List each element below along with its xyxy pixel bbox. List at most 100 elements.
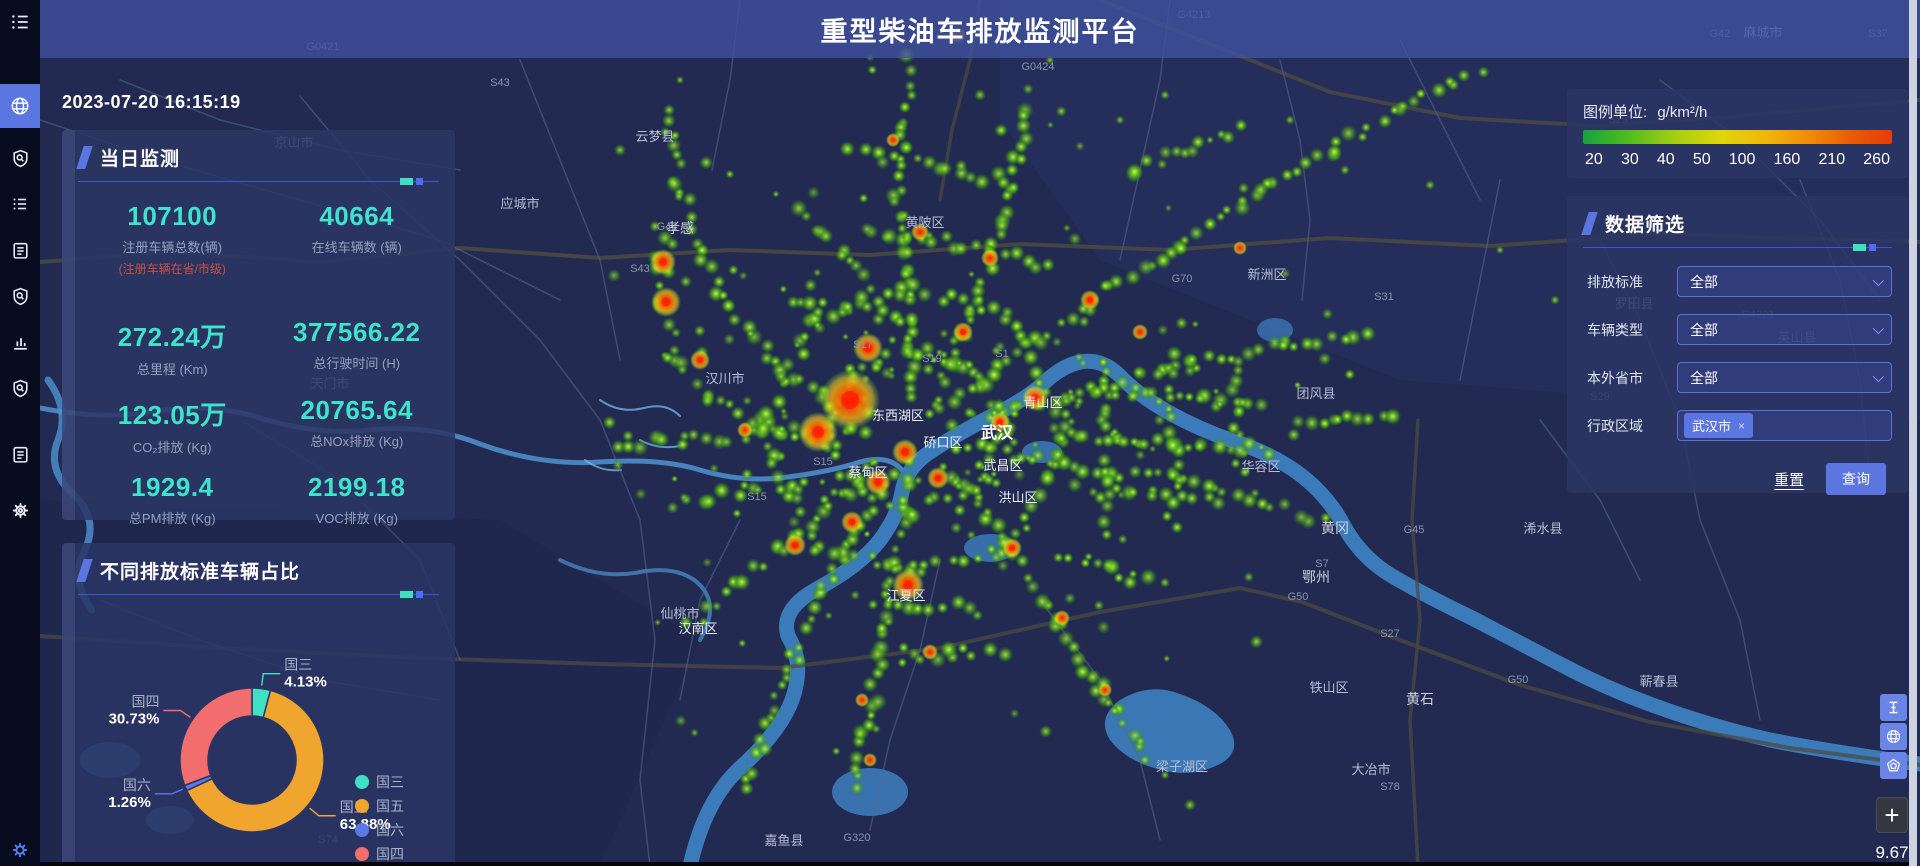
nav-shield-search-icon-3[interactable]: [0, 368, 40, 408]
legend-dot-国五[interactable]: [355, 799, 369, 813]
legend-dot-国四[interactable]: [355, 847, 369, 861]
map-label-city: 鄂州: [1302, 569, 1330, 585]
nav-doc-list-icon[interactable]: [0, 230, 40, 270]
legend-scale-value: 210: [1818, 151, 1846, 168]
donut-label-percent: 1.26%: [108, 794, 151, 811]
legend-unit-value: g/km²/h: [1657, 104, 1708, 121]
title-slash-decoration: [76, 146, 93, 169]
map-label-road: S31: [1374, 291, 1394, 303]
map-tool-stack: [1880, 694, 1907, 779]
map-zoom-level: 9.67: [1875, 843, 1909, 862]
nav-gear-icon[interactable]: [0, 490, 40, 530]
panel-divider: [78, 591, 439, 598]
vehicle-type-label: 车辆类型: [1587, 321, 1643, 338]
legend-item-国五[interactable]: 国五: [376, 798, 404, 814]
vertical-scrollbar[interactable]: [1909, 0, 1917, 866]
map-label-city: 团风县: [1296, 386, 1335, 401]
zoom-in-button[interactable]: +: [1876, 797, 1908, 833]
vehicle-type-select[interactable]: 全部: [1677, 314, 1892, 345]
heat-legend-panel: 图例单位: g/km²/h 20 30 40 50 100 160 210 260: [1567, 89, 1908, 178]
legend-dot-国六[interactable]: [355, 823, 369, 837]
map-label-road: S19: [922, 353, 942, 365]
emission-standard-panel: 不同排放标准车辆占比 国三4.13%国五63.88%国六1.26%国四30.73…: [62, 543, 455, 866]
panel-divider: [78, 178, 439, 185]
map-label-city: 青山区: [1023, 395, 1062, 410]
map-label-road: S17: [853, 339, 873, 351]
legend-scale: 20 30 40 50 100 160 210 260: [1583, 151, 1892, 169]
map-label-city: 梁子湖区: [1156, 759, 1208, 774]
map-label-road: S27: [1380, 628, 1400, 640]
legend-scale-value: 160: [1773, 151, 1801, 168]
map-label-city: 洪山区: [998, 490, 1037, 505]
nav-shield-search-icon[interactable]: [0, 138, 40, 178]
donut-label-name: 国六: [123, 777, 151, 793]
emission-standard-select[interactable]: 全部: [1677, 266, 1892, 297]
heatmap-layer: [602, 27, 1560, 812]
region-multiselect[interactable]: 武汉市 ×: [1677, 410, 1892, 441]
map-label-city: 蔡甸区: [848, 465, 887, 480]
donut-label-name: 国三: [284, 657, 312, 673]
legend-gradient-bar: [1583, 130, 1892, 144]
donut-label-name: 国四: [131, 693, 159, 709]
map-label-road: G0424: [1021, 61, 1054, 73]
nav-doc-list-icon-2[interactable]: [0, 434, 40, 474]
emission-standard-label: 排放标准: [1587, 273, 1643, 290]
donut-slice-国五[interactable]: [185, 689, 325, 833]
tag-remove-icon[interactable]: ×: [1738, 418, 1746, 433]
stat-total-mileage: 272.24万 总里程 (Km): [117, 322, 227, 377]
stats-grid: 107100 注册车辆总数(辆) (注册车辆在省/市级) 40664 在线车辆数…: [62, 183, 455, 540]
emission-standard-title: 不同排放标准车辆占比: [100, 562, 301, 583]
map-label-road: S15: [747, 491, 767, 503]
map-label-city: 大冶市: [1351, 762, 1390, 777]
map-label-city: 云梦县: [635, 129, 674, 144]
district-layer-button[interactable]: [1880, 752, 1907, 779]
filter-row-region: 行政区域 武汉市 ×: [1587, 410, 1892, 441]
map-label-road: G50: [1508, 674, 1529, 686]
nav-map-globe[interactable]: [0, 84, 40, 128]
map-label-road: G70: [1172, 273, 1193, 285]
map-label-city: 东西湖区: [872, 408, 924, 423]
nav-shield-search-icon-2[interactable]: [0, 276, 40, 316]
map-label-city: 嘉鱼县: [764, 833, 803, 848]
globe-icon: [1886, 729, 1901, 744]
map-label-road: S43: [630, 263, 650, 275]
filter-row-province: 本外省市 全部: [1587, 362, 1892, 393]
legend-item-国六[interactable]: 国六: [376, 822, 404, 838]
app-header: 重型柴油车排放监测平台: [40, 0, 1920, 58]
map-label-city: 武汉: [981, 423, 1014, 442]
chevron-down-icon: [1872, 274, 1885, 287]
map-label-city: 黄石: [1406, 691, 1434, 707]
polygon-layer-icon: [1886, 758, 1901, 772]
nav-list-icon[interactable]: [0, 184, 40, 224]
legend-item-国四[interactable]: 国四: [376, 846, 404, 862]
nav-rail: [0, 0, 40, 866]
query-button[interactable]: 查询: [1826, 463, 1886, 495]
measure-button[interactable]: [1880, 694, 1907, 721]
province-select[interactable]: 全部: [1677, 362, 1892, 393]
map-label-city: 仙桃市: [660, 606, 699, 621]
menu-icon[interactable]: [0, 2, 40, 42]
legend-scale-value: 100: [1728, 151, 1756, 168]
stat-pm-emission: 1929.4 总PM排放 (Kg): [128, 472, 216, 526]
settings-gear-icon[interactable]: [0, 830, 40, 866]
legend-dot-国三[interactable]: [355, 775, 369, 789]
map-label-city: 汉川市: [705, 371, 744, 386]
panel-divider: [1583, 244, 1892, 251]
legend-scale-value: 40: [1656, 151, 1675, 168]
legend-item-国三[interactable]: 国三: [376, 774, 404, 790]
basemap-globe-button[interactable]: [1880, 723, 1907, 750]
map-label-city: 孝感: [666, 220, 694, 236]
map-label-city: 汉南区: [678, 621, 717, 636]
reset-button[interactable]: 重置: [1774, 469, 1804, 490]
donut-label-percent: 30.73%: [109, 710, 160, 727]
filter-actions: 重置 查询: [1567, 463, 1886, 495]
map-label-city: 应城市: [500, 196, 539, 211]
data-filter-title: 数据筛选: [1605, 215, 1686, 236]
map-label-city: 黄冈: [1321, 520, 1349, 536]
legend-title: 图例单位: g/km²/h: [1583, 101, 1892, 122]
donut-slice-国四[interactable]: [179, 687, 253, 787]
nav-bar-chart-icon[interactable]: [0, 322, 40, 362]
horizontal-scrollbar-track[interactable]: [40, 862, 1909, 866]
